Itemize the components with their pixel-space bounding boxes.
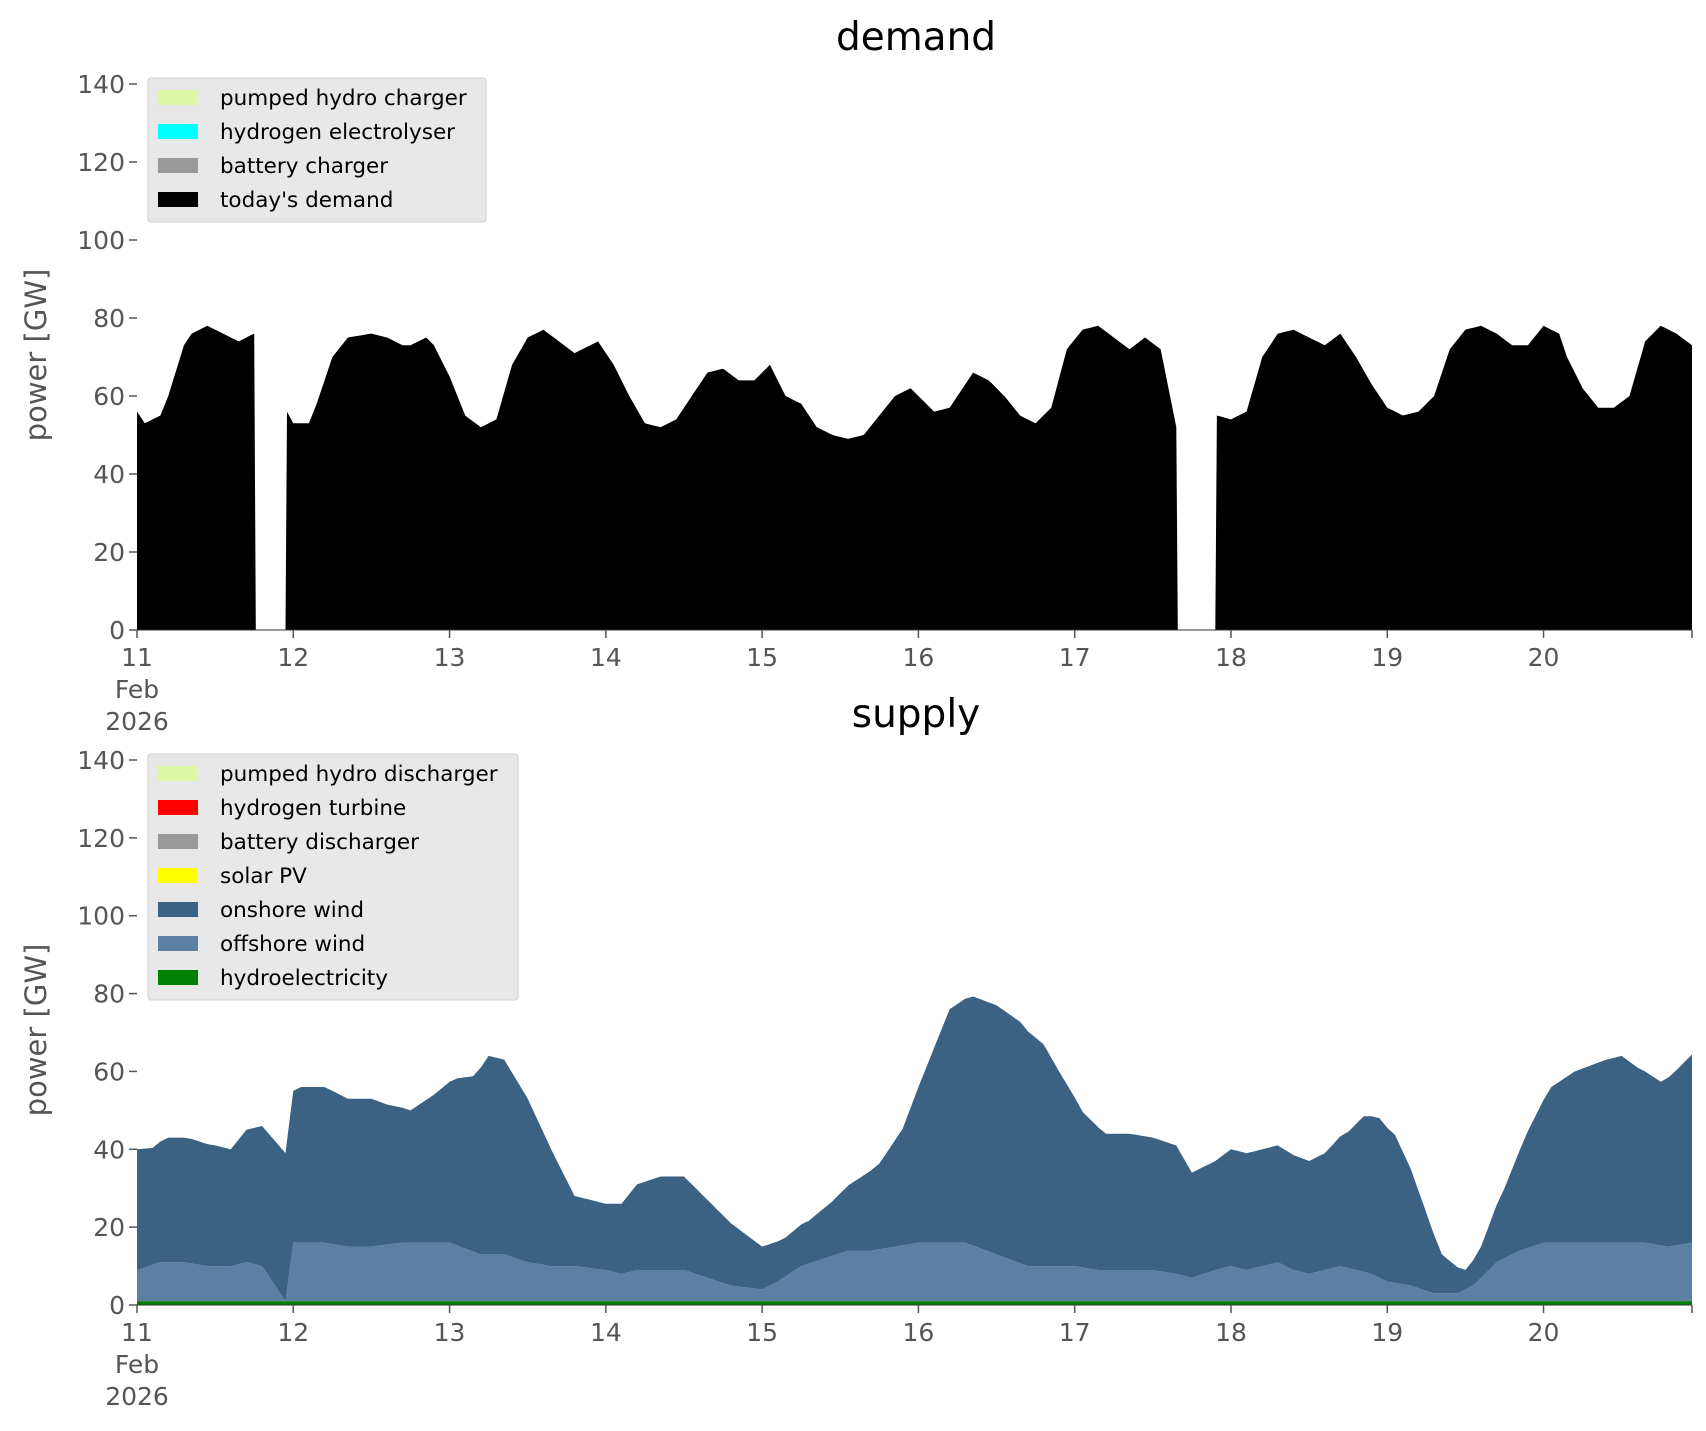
y-tick-label: 120 (77, 148, 125, 177)
demand-title: demand (836, 15, 996, 60)
demand-ylabel: power [GW] (19, 269, 53, 442)
y-tick-label: 0 (109, 1291, 125, 1320)
y-tick-label: 100 (77, 902, 125, 931)
y-tick-label: 140 (77, 746, 125, 775)
legend-swatch-onshore-wind (158, 902, 198, 917)
x-tick-label: 14 (590, 1318, 622, 1347)
legend-label-battery-discharger: battery discharger (220, 830, 419, 855)
legend-swatch-solar-pv (158, 868, 198, 883)
legend-box (147, 77, 487, 223)
legend-swatch-hydrogen-turbine (158, 800, 198, 815)
y-tick-label: 40 (93, 1135, 125, 1164)
area-today-s-demand (137, 325, 1692, 630)
legend-label-pumped-hydro-discharger: pumped hydro discharger (220, 762, 498, 787)
y-tick-label: 100 (77, 226, 125, 255)
demand-axes: 0 20 40 60 80 100 120 140 11 Feb 2026 12 13 14 15 16 17 1… (77, 70, 1693, 736)
y-tick-label: 80 (93, 304, 125, 333)
legend-swatch-battery-charger (158, 158, 198, 173)
y-tick-label: 20 (93, 1213, 125, 1242)
area-onshore-wind (137, 996, 1692, 1302)
legend-label-solar-pv: solar PV (220, 864, 307, 889)
x-tick-label: 13 (434, 643, 466, 672)
demand-plot-area (137, 325, 1692, 630)
legend-label-battery-charger: battery charger (220, 154, 388, 179)
legend-swatch-pumped-hydro-charger (158, 90, 198, 105)
y-tick-label: 60 (93, 1057, 125, 1086)
legend-swatch-battery-discharger (158, 834, 198, 849)
demand-legend: pumped hydro charger hydrogen electrolyse… (147, 77, 487, 223)
legend-swatch-offshore-wind (158, 936, 198, 951)
legend-label-offshore-wind: offshore wind (220, 932, 365, 957)
y-tick-label: 0 (109, 616, 125, 645)
supply-panel: supply power [GW] 0 20 40 60 80 100 120 140 11 Fe… (19, 692, 1693, 1411)
x-tick-label: 14 (590, 643, 622, 672)
supply-plot-area (137, 996, 1692, 1305)
demand-panel: demand power [GW] 0 20 40 60 80 100 120 140 11 Fe… (19, 15, 1693, 736)
x-tick-label: 13 (434, 1318, 466, 1347)
y-tick-label: 60 (93, 382, 125, 411)
y-tick-label: 20 (93, 538, 125, 567)
y-tick-label: 140 (77, 70, 125, 99)
supply-ylabel: power [GW] (19, 944, 53, 1117)
x-tick-label: 12 (277, 1318, 309, 1347)
x-tick-label: 15 (746, 643, 778, 672)
x-tick-label: Feb (115, 1350, 159, 1379)
x-tick-label: 17 (1059, 643, 1091, 672)
legend-box (147, 753, 519, 1001)
x-tick-label: 2026 (105, 1382, 169, 1411)
supply-title: supply (852, 692, 980, 737)
legend-label-hydrogen-electrolyser: hydrogen electrolyser (220, 120, 455, 145)
legend-label-today-s-demand: today's demand (220, 188, 393, 213)
legend-label-onshore-wind: onshore wind (220, 898, 364, 923)
x-tick-label: 20 (1528, 643, 1560, 672)
legend-label-hydrogen-turbine: hydrogen turbine (220, 796, 406, 821)
legend-swatch-today-s-demand (158, 192, 198, 207)
x-tick-label: 19 (1371, 643, 1403, 672)
y-tick-label: 80 (93, 980, 125, 1009)
x-tick-label: 18 (1215, 643, 1247, 672)
legend-label-hydroelectricity: hydroelectricity (220, 966, 388, 991)
area-hydroelectricity (137, 1301, 1692, 1305)
x-tick-label: 11 (121, 1318, 153, 1347)
legend-swatch-hydroelectricity (158, 970, 198, 985)
x-tick-label: 12 (277, 643, 309, 672)
y-tick-label: 120 (77, 824, 125, 853)
x-tick-label: 11 (121, 643, 153, 672)
legend-swatch-hydrogen-electrolyser (158, 124, 198, 139)
x-tick-label: 18 (1215, 1318, 1247, 1347)
x-tick-label: 20 (1528, 1318, 1560, 1347)
x-tick-label: 2026 (105, 707, 169, 736)
x-tick-label: 19 (1371, 1318, 1403, 1347)
supply-legend: pumped hydro discharger hydrogen turbine b… (147, 753, 519, 1001)
legend-label-pumped-hydro-charger: pumped hydro charger (220, 86, 467, 111)
x-tick-label: Feb (115, 675, 159, 704)
x-tick-label: 16 (903, 1318, 935, 1347)
x-tick-label: 16 (903, 643, 935, 672)
supply-axes: 0 20 40 60 80 100 120 140 11 Feb 2026 12 13 14 15 16 17 1… (77, 746, 1693, 1411)
area-offshore-wind (137, 1242, 1692, 1302)
x-tick-label: 15 (746, 1318, 778, 1347)
legend-swatch-pumped-hydro-discharger (158, 766, 198, 781)
x-tick-label: 17 (1059, 1318, 1091, 1347)
y-tick-label: 40 (93, 460, 125, 489)
